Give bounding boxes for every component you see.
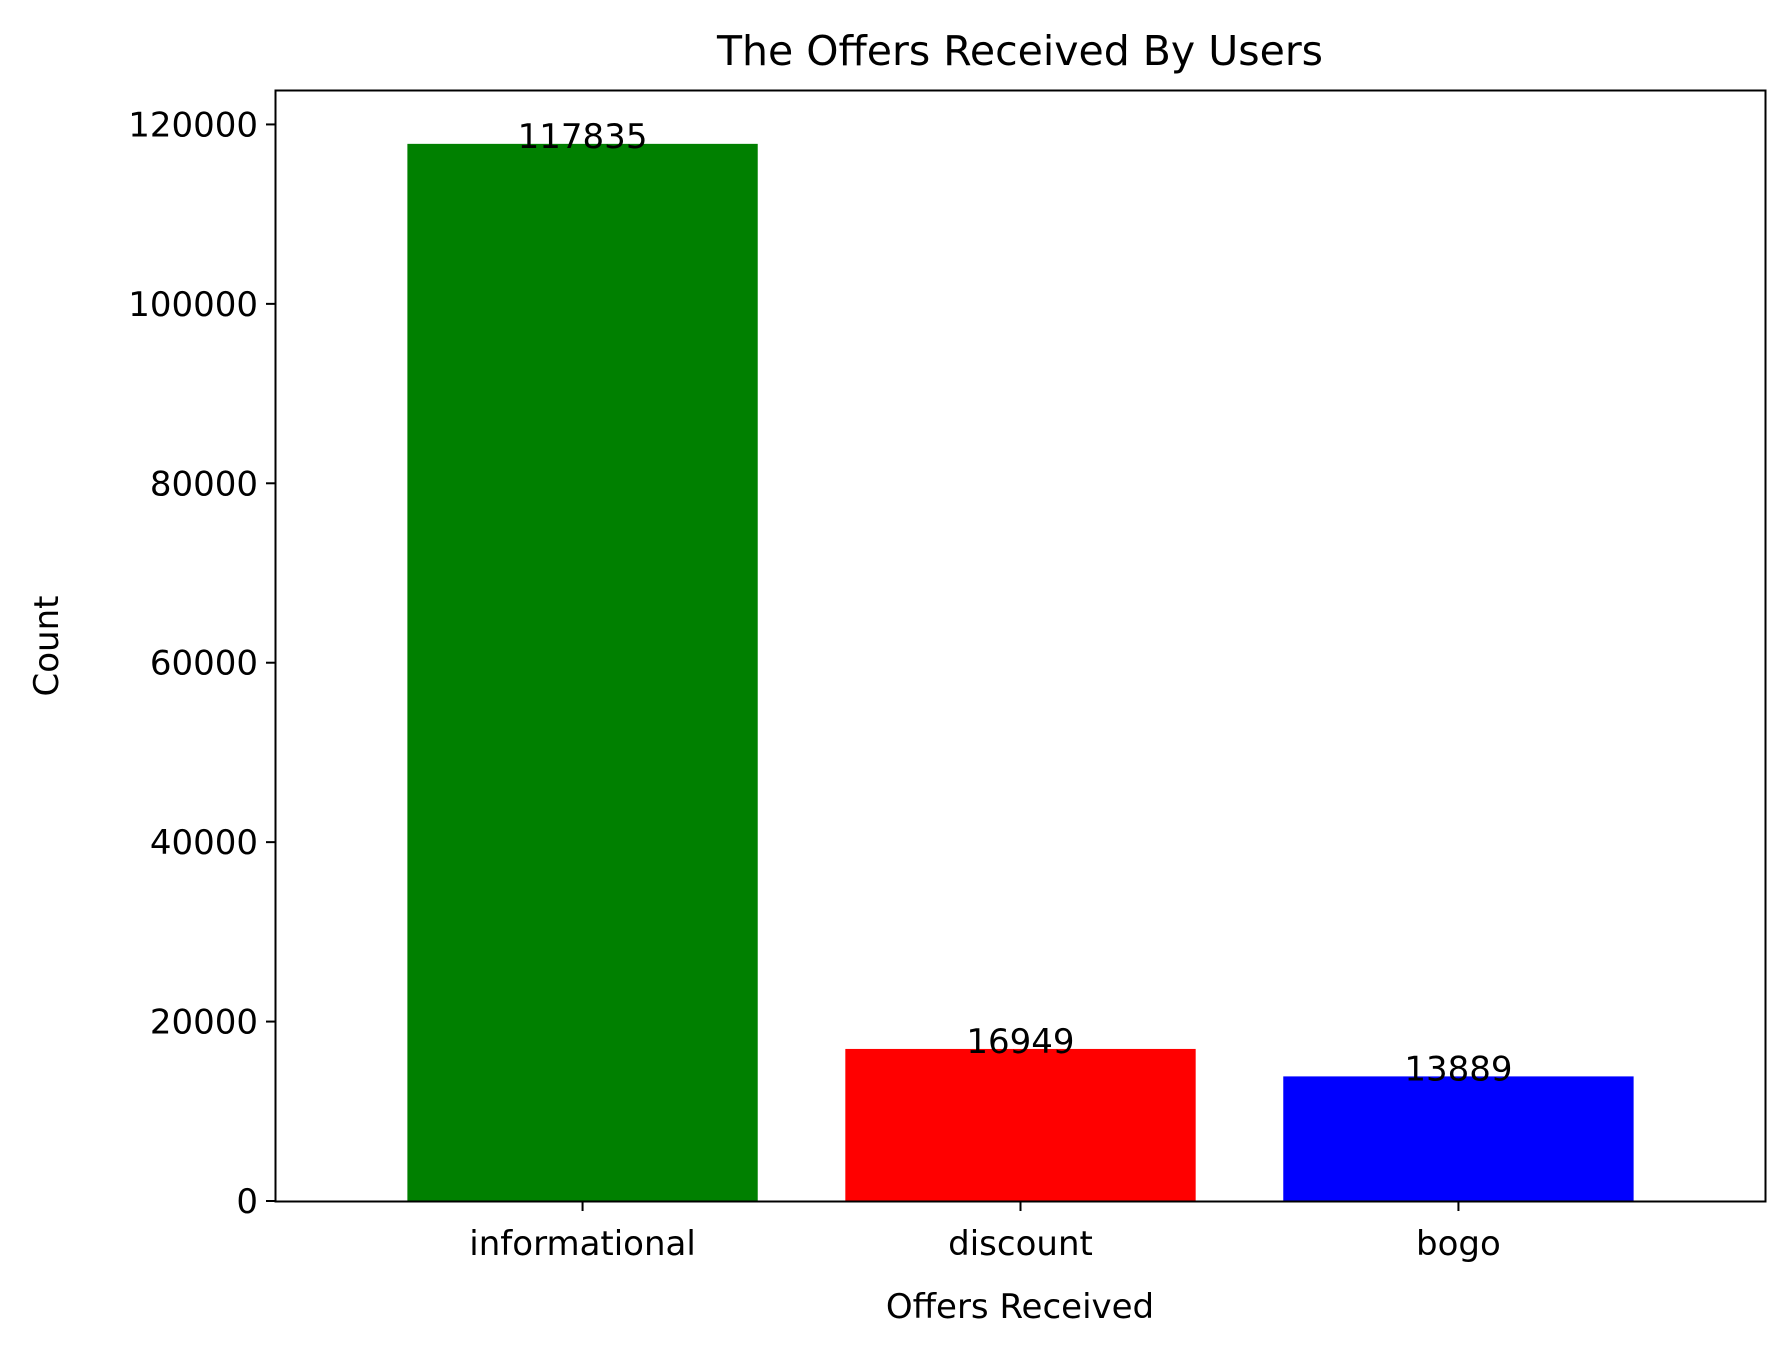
y-tick-label: 120000 bbox=[128, 105, 258, 145]
y-axis-title: Count bbox=[27, 596, 67, 697]
x-axis-title: Offers Received bbox=[886, 1287, 1154, 1327]
x-tick-label-bogo: bogo bbox=[1416, 1224, 1501, 1264]
data-labels: 117835 16949 13889 bbox=[518, 117, 1513, 1090]
x-axis: informational discount bogo bbox=[469, 1201, 1501, 1264]
chart-title: The Offers Received By Users bbox=[716, 27, 1323, 75]
bars bbox=[407, 143, 1634, 1201]
x-tick-label-discount: discount bbox=[948, 1224, 1093, 1264]
x-tick-label-informational: informational bbox=[469, 1224, 696, 1264]
y-axis: 0 20000 40000 60000 80000 100000 120000 bbox=[128, 105, 276, 1222]
bar-informational bbox=[407, 143, 758, 1201]
y-tick-label: 20000 bbox=[150, 1003, 258, 1043]
y-tick-label: 80000 bbox=[150, 464, 258, 504]
y-tick-label: 40000 bbox=[150, 823, 258, 863]
data-label-discount: 16949 bbox=[966, 1022, 1074, 1062]
y-tick-label: 60000 bbox=[150, 644, 258, 684]
y-tick-label: 100000 bbox=[128, 285, 258, 325]
bar-bogo bbox=[1283, 1076, 1634, 1201]
bar-discount bbox=[845, 1048, 1196, 1201]
data-label-informational: 117835 bbox=[518, 117, 648, 157]
y-tick-label: 0 bbox=[236, 1182, 258, 1222]
data-label-bogo: 13889 bbox=[1404, 1049, 1512, 1089]
